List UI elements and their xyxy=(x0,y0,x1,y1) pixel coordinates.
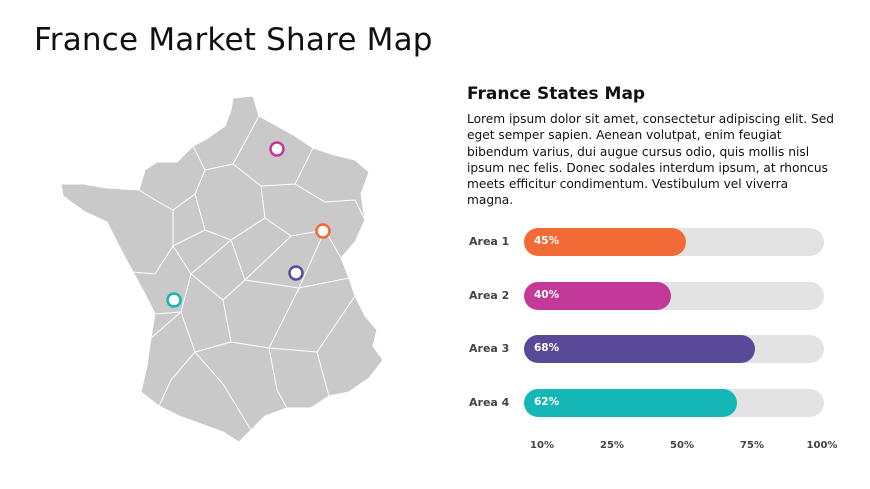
bar-1: 45% xyxy=(524,228,686,256)
bar-2: 40% xyxy=(524,281,671,310)
marker-4-icon[interactable] xyxy=(166,292,182,308)
x-tick-5: 100% xyxy=(806,440,838,451)
france-outline xyxy=(60,95,384,443)
bar-value-3: 68% xyxy=(534,342,560,354)
marker-2-icon[interactable] xyxy=(315,223,331,239)
bar-4: 62% xyxy=(524,388,737,417)
x-tick-4: 75% xyxy=(740,440,764,451)
slide-title: France Market Share Map xyxy=(34,22,433,58)
bar-track-4: 62% xyxy=(524,388,824,417)
section-title: France States Map xyxy=(467,84,646,104)
bar-label-1: Area 1 xyxy=(469,235,510,248)
bar-track-3: 68% xyxy=(524,335,824,363)
region-borders xyxy=(132,115,366,431)
x-tick-1: 10% xyxy=(530,440,554,451)
bar-3: 68% xyxy=(524,335,755,363)
france-map xyxy=(60,95,384,443)
x-tick-3: 50% xyxy=(670,440,694,451)
x-tick-2: 25% xyxy=(600,440,624,451)
bar-track-2: 40% xyxy=(524,281,824,310)
bar-value-1: 45% xyxy=(534,235,560,247)
description-text: Lorem ipsum dolor sit amet, consectetur … xyxy=(467,112,834,208)
bar-label-3: Area 3 xyxy=(469,342,510,355)
bar-value-2: 40% xyxy=(534,288,560,301)
marker-3-icon[interactable] xyxy=(288,265,304,281)
bar-track-1: 45% xyxy=(524,228,824,256)
bar-value-4: 62% xyxy=(534,395,560,408)
bar-label-2: Area 2 xyxy=(469,288,510,302)
bar-label-4: Area 4 xyxy=(469,395,510,409)
map-markers xyxy=(166,141,331,308)
marker-1-icon[interactable] xyxy=(269,141,285,157)
